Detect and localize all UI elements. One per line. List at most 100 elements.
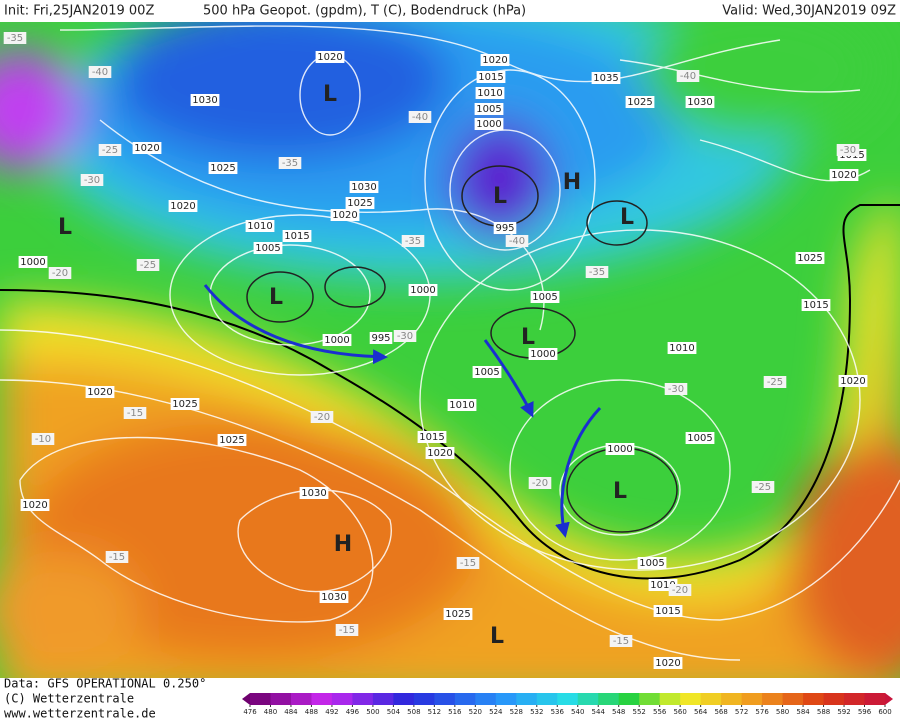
colorbar-tick-label: 592 bbox=[837, 708, 850, 716]
temperature-label-box bbox=[48, 267, 72, 279]
isobar-label: 1020 bbox=[332, 210, 357, 221]
colorbar-tick-label: 504 bbox=[387, 708, 401, 716]
colorbar-tick-label: 552 bbox=[633, 708, 646, 716]
isobar-label-box bbox=[425, 447, 455, 459]
colorbar-tick-label: 508 bbox=[407, 708, 420, 716]
colorbar-bin bbox=[290, 693, 312, 705]
colorbar-tick-label: 528 bbox=[510, 708, 523, 716]
temperature-label-box bbox=[88, 66, 112, 78]
colorbar-tick-label: 588 bbox=[817, 708, 830, 716]
isobar-label-box bbox=[322, 334, 352, 346]
colorbar-bin bbox=[331, 693, 353, 705]
isobar-label-box bbox=[170, 398, 200, 410]
map-title: 500 hPa Geopot. (gpdm), T (C), Bodendruc… bbox=[203, 4, 526, 19]
copyright: (C) Wetterzentrale bbox=[4, 692, 134, 706]
temperature-label: -25 bbox=[140, 260, 156, 271]
isobar-label-box bbox=[528, 348, 558, 360]
temperature-label: -35 bbox=[589, 267, 605, 278]
temperature-label: -15 bbox=[460, 558, 476, 569]
temperature-label-box bbox=[585, 266, 609, 278]
temperature-label: -25 bbox=[767, 377, 783, 388]
colorbar-tick-label: 488 bbox=[305, 708, 318, 716]
colorbar-bin bbox=[557, 693, 579, 705]
temperature-label-box bbox=[456, 557, 480, 569]
isobar-label-box bbox=[480, 54, 510, 66]
isobar-label: 1005 bbox=[255, 243, 280, 254]
temperature-label-box bbox=[751, 481, 775, 493]
isobar-label-box bbox=[653, 657, 683, 669]
isobar-label: 1005 bbox=[476, 104, 501, 115]
isobar-label: 1020 bbox=[87, 387, 112, 398]
pressure-center: L bbox=[323, 82, 337, 107]
isobar-label: 1020 bbox=[427, 448, 452, 459]
colorbar-tick-label: 600 bbox=[878, 708, 891, 716]
colorbar-tick-label: 556 bbox=[653, 708, 667, 716]
pressure-center: H bbox=[334, 532, 352, 557]
temperature-label-box bbox=[664, 383, 688, 395]
isobar-label: 1020 bbox=[840, 376, 865, 387]
colorbar-bin bbox=[270, 693, 292, 705]
temperature-label: -15 bbox=[127, 408, 143, 419]
isobar-label: 1005 bbox=[532, 292, 557, 303]
isobar-label: 1015 bbox=[284, 231, 309, 242]
valid-time: Valid: Wed,30JAN2019 09Z bbox=[722, 4, 896, 19]
isobar-label-box bbox=[685, 96, 715, 108]
isobar-label-box bbox=[85, 386, 115, 398]
colorbar-bin bbox=[495, 693, 517, 705]
isobar-label-box bbox=[838, 375, 868, 387]
colorbar-bin bbox=[639, 693, 661, 705]
isobar-label-box bbox=[625, 96, 655, 108]
colorbar-tick-label: 584 bbox=[796, 708, 810, 716]
colorbar-tick-label: 492 bbox=[325, 708, 338, 716]
colorbar-tick-label: 480 bbox=[264, 708, 277, 716]
isobar-label: 1010 bbox=[477, 88, 502, 99]
temperature-label: -15 bbox=[613, 636, 629, 647]
colorbar-bin bbox=[475, 693, 497, 705]
isobar-label: 1015 bbox=[478, 72, 503, 83]
colorbar-tick-label: 476 bbox=[243, 708, 257, 716]
temperature-label: -30 bbox=[84, 175, 100, 186]
colorbar-tick-label: 512 bbox=[428, 708, 441, 716]
colorbar-bin bbox=[352, 693, 374, 705]
temperature-label-box bbox=[668, 584, 692, 596]
isobar-label: 1000 bbox=[324, 335, 349, 346]
isobar-label: 995 bbox=[495, 223, 514, 234]
colorbar-bin bbox=[844, 693, 866, 705]
pressure-center: L bbox=[269, 285, 283, 310]
colorbar-bin bbox=[598, 693, 620, 705]
colorbar-tick-label: 540 bbox=[571, 708, 584, 716]
colorbar-bin bbox=[372, 693, 394, 705]
temperature-label: -35 bbox=[282, 158, 298, 169]
isobar-label: 1025 bbox=[210, 163, 235, 174]
isobar-label: 1025 bbox=[219, 435, 244, 446]
isobar-label: 1010 bbox=[247, 221, 272, 232]
colorbar-bin bbox=[762, 693, 784, 705]
isobar-label-box bbox=[18, 256, 48, 268]
isobar-label: 1030 bbox=[192, 95, 217, 106]
colorbar-tick-label: 500 bbox=[366, 708, 379, 716]
pressure-center: L bbox=[58, 215, 72, 240]
temperature-label-box bbox=[676, 70, 700, 82]
colorbar-bin bbox=[454, 693, 476, 705]
isobar-label-box bbox=[591, 72, 621, 84]
temperature-label: -35 bbox=[7, 33, 23, 44]
isobar-label: 1025 bbox=[347, 198, 372, 209]
isobar-label: 1025 bbox=[797, 253, 822, 264]
temperature-label: -40 bbox=[680, 71, 696, 82]
isobar-label-box bbox=[685, 432, 715, 444]
temperature-label: -40 bbox=[412, 112, 428, 123]
isobar-label-box bbox=[319, 591, 349, 603]
isobar-label: 1005 bbox=[639, 558, 664, 569]
colorbar-bin bbox=[413, 693, 435, 705]
isobar-label-box bbox=[408, 284, 438, 296]
pressure-center: L bbox=[493, 184, 507, 209]
isobar-label: 1015 bbox=[803, 300, 828, 311]
temperature-label: -25 bbox=[102, 145, 118, 156]
isobar-label-box bbox=[795, 252, 825, 264]
temperature-label: -20 bbox=[52, 268, 68, 279]
isobar-label: 1020 bbox=[831, 170, 856, 181]
isobar-label: 1020 bbox=[22, 500, 47, 511]
colorbar-bin bbox=[782, 693, 804, 705]
isobar-label: 1025 bbox=[627, 97, 652, 108]
isobar-label: 1025 bbox=[172, 399, 197, 410]
